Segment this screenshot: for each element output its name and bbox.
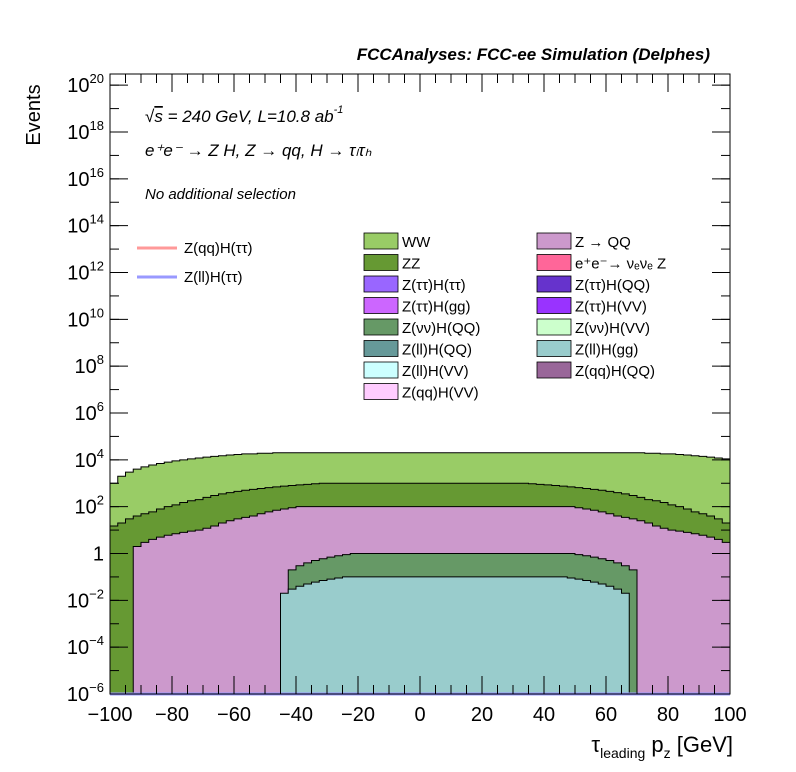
y-tick-label: 106 (75, 399, 104, 425)
x-tick-label: 100 (713, 704, 746, 726)
legend-signal: Z(qq)H(ττ) Z(ll)H(ττ) (137, 240, 253, 286)
x-tick-label: 20 (471, 704, 493, 726)
selection-label: No additional selection (145, 186, 296, 203)
x-tick-label: −80 (155, 704, 189, 726)
x-tick-label: 60 (595, 704, 617, 726)
legend-label: Z(ττ)H(QQ) (575, 277, 650, 294)
y-axis-label: Events (23, 84, 45, 145)
legend-label: ZZ (402, 256, 420, 273)
y-tick-label: 1014 (67, 212, 104, 238)
energy-lumi-label: √s = 240 GeV, L=10.8 ab-1 (145, 104, 343, 126)
x-tick-label: −100 (87, 704, 132, 726)
legend-swatch (536, 275, 572, 293)
x-tick-label: −60 (217, 704, 251, 726)
legend-swatch (363, 254, 399, 271)
legend-swatch (363, 340, 399, 357)
legend-label: Z(ll)H(VV) (402, 363, 469, 380)
y-tick-label: 10−6 (67, 680, 104, 706)
legend-label: Z(ττ)H(gg) (402, 299, 471, 316)
legend-backgrounds-col1: WW ZZ Z(ττ)H(ττ) Z(ττ)H(gg) Z(νν)H(QQ) Z(ll)H… (363, 232, 480, 402)
y-tick-label: 102 (75, 493, 104, 519)
x-tick-label: −20 (341, 704, 375, 726)
annotation-block: √s = 240 GeV, L=10.8 ab-1 e⁺e⁻ → Z H, Z … (145, 104, 372, 203)
legend-label: Z(qq)H(QQ) (575, 363, 655, 380)
chart-header: FCCAnalyses: FCC-ee Simulation (Delphes) (357, 45, 711, 64)
legend-swatch (363, 361, 399, 379)
x-tick-label: 0 (414, 704, 425, 726)
legend-swatch (536, 340, 572, 357)
y-tick-label: 1016 (67, 165, 104, 191)
y-tick-label: 10−2 (67, 586, 104, 612)
legend-swatch (363, 232, 399, 250)
legend-label: Z(qq)H(VV) (402, 385, 479, 402)
legend-label: Z → QQ (575, 234, 631, 251)
legend-label: Z(ττ)H(VV) (575, 299, 647, 316)
y-tick-label: 1012 (67, 259, 104, 285)
y-axis: 10−6 10−4 10−2 1 102 104 106 108 1010 1012 1014 101… (67, 71, 730, 706)
legend-label: WW (402, 234, 431, 251)
x-tick-label: −40 (279, 704, 313, 726)
x-axis: −100 −80 −60 −40 −20 0 20 40 60 80 100 (87, 74, 747, 726)
legend-swatch (363, 318, 399, 336)
legend-swatch (536, 232, 572, 250)
legend-swatch (536, 318, 572, 336)
process-label: e⁺e⁻ → Z H, Z → qq, H → τₗτₕ (145, 141, 372, 160)
legend-swatch (363, 383, 399, 400)
legend-swatch (536, 297, 572, 314)
y-tick-label: 104 (75, 446, 104, 472)
legend-label: Z(νν)H(VV) (575, 320, 650, 337)
y-tick-label: 108 (75, 352, 104, 378)
legend-line-label: Z(ll)H(ττ) (184, 269, 243, 286)
legend-swatch (536, 254, 572, 271)
y-tick-label: 10−4 (67, 633, 104, 659)
y-tick-label: 1018 (67, 118, 104, 144)
legend-swatch (363, 275, 399, 293)
legend-label: Z(ll)H(QQ) (402, 342, 472, 359)
legend-swatch (536, 361, 572, 379)
legend-label: e⁺e⁻→ νₑνₑ Z (575, 256, 666, 273)
y-tick-label: 1010 (67, 305, 104, 331)
y-tick-label: 1 (93, 544, 104, 566)
stack-histograms (109, 452, 731, 695)
legend-swatch (363, 297, 399, 314)
x-tick-label: 40 (533, 704, 555, 726)
legend-label: Z(ττ)H(ττ) (402, 277, 466, 294)
legend-line-label: Z(qq)H(ττ) (184, 240, 253, 257)
y-tick-label: 1020 (67, 71, 104, 97)
x-axis-label: τleading pz [GeV] (591, 732, 733, 761)
legend-label: Z(ll)H(gg) (575, 342, 638, 359)
x-tick-label: 80 (657, 704, 679, 726)
legend-label: Z(νν)H(QQ) (402, 320, 480, 337)
legend-backgrounds-col2: Z → QQ e⁺e⁻→ νₑνₑ Z Z(ττ)H(QQ) Z(ττ)H(VV) Z(… (536, 232, 666, 380)
